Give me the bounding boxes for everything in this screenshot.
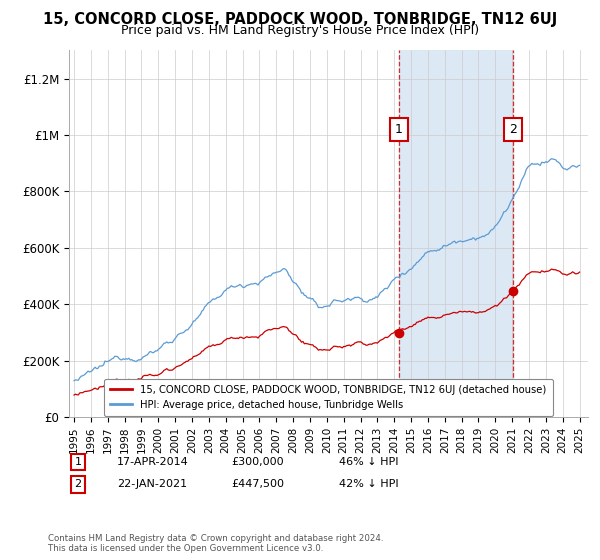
Text: Price paid vs. HM Land Registry's House Price Index (HPI): Price paid vs. HM Land Registry's House … [121,24,479,36]
Text: 46% ↓ HPI: 46% ↓ HPI [339,457,398,467]
Text: 22-JAN-2021: 22-JAN-2021 [117,479,187,489]
Text: 17-APR-2014: 17-APR-2014 [117,457,189,467]
Text: £300,000: £300,000 [231,457,284,467]
Text: £447,500: £447,500 [231,479,284,489]
Text: Contains HM Land Registry data © Crown copyright and database right 2024.
This d: Contains HM Land Registry data © Crown c… [48,534,383,553]
Text: 2: 2 [74,479,82,489]
Text: 1: 1 [74,457,82,467]
Text: 42% ↓ HPI: 42% ↓ HPI [339,479,398,489]
Bar [399,50,513,417]
Text: 15, CONCORD CLOSE, PADDOCK WOOD, TONBRIDGE, TN12 6UJ: 15, CONCORD CLOSE, PADDOCK WOOD, TONBRID… [43,12,557,27]
Text: 2: 2 [509,123,517,136]
Text: 1: 1 [395,123,403,136]
Legend: 15, CONCORD CLOSE, PADDOCK WOOD, TONBRIDGE, TN12 6UJ (detached house), HPI: Aver: 15, CONCORD CLOSE, PADDOCK WOOD, TONBRID… [104,379,553,416]
